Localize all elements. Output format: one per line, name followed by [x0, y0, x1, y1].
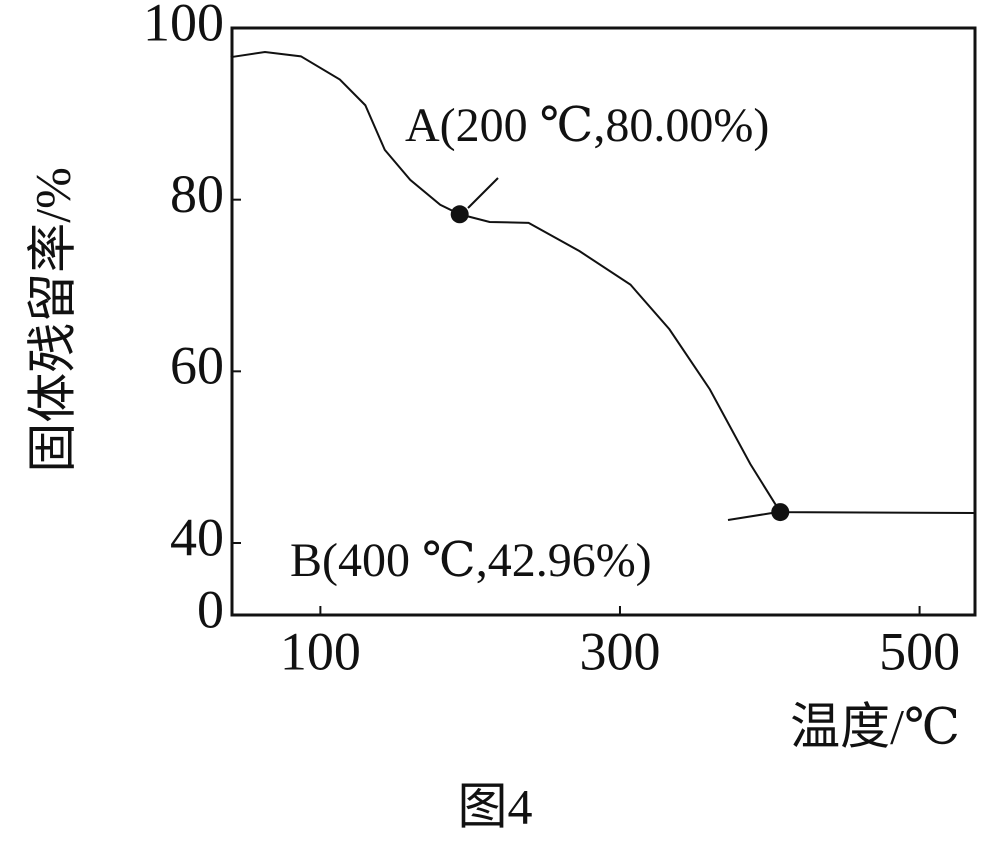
y-tick-label: 0 [197, 579, 224, 639]
x-tick-label: 100 [280, 621, 361, 681]
leader-line [467, 177, 499, 209]
leader-line [727, 512, 773, 521]
point-marker [771, 503, 790, 522]
x-tick-label: 500 [879, 621, 960, 681]
plot-frame [230, 26, 977, 617]
y-tick-label: 80 [170, 164, 224, 224]
caption: 图4 [458, 778, 533, 834]
data-line [230, 51, 976, 514]
y-axis-label: 固体残留率/% [24, 167, 80, 473]
point-marker [450, 205, 469, 224]
point-label: B(400 ℃,42.96%) [290, 534, 652, 587]
y-tick-label: 100 [143, 0, 224, 52]
x-axis-label: 温度/℃ [790, 698, 960, 754]
y-tick-label: 60 [170, 336, 224, 396]
x-tick-label: 300 [579, 621, 660, 681]
y-tick-label: 40 [170, 507, 224, 567]
point-label: A(200 ℃,80.00%) [405, 99, 769, 152]
